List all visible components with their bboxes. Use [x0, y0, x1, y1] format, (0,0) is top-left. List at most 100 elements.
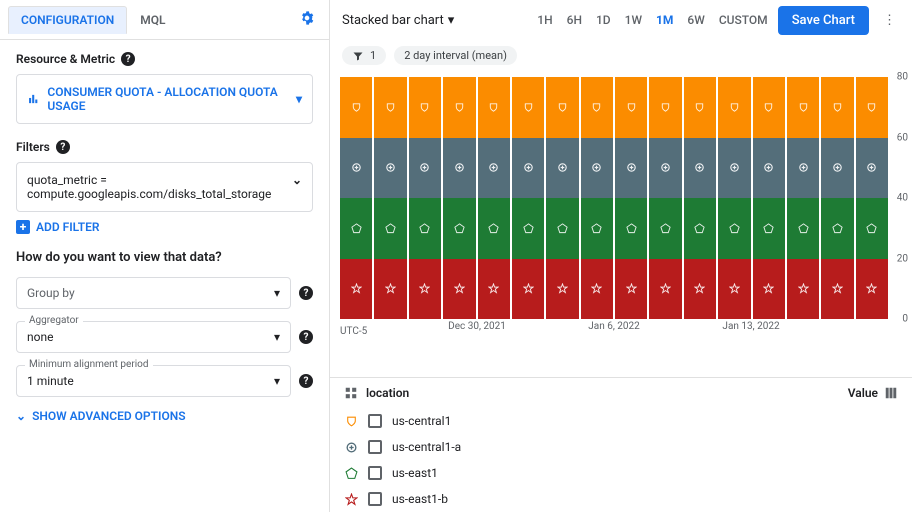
bar-segment [512, 77, 544, 138]
bar-segment [718, 259, 750, 320]
y-tick: 20 [897, 253, 908, 264]
groupby-placeholder: Group by [27, 286, 75, 300]
bar-column [374, 77, 406, 319]
legend-checkbox[interactable] [368, 414, 382, 428]
help-icon[interactable]: ? [299, 330, 313, 344]
bar-segment [718, 77, 750, 138]
period-select[interactable]: Minimum alignment period 1 minute ▾ [16, 365, 291, 397]
bar-segment [409, 259, 441, 320]
add-filter-label: ADD FILTER [36, 220, 100, 234]
legend-value-label: Value [848, 386, 878, 400]
bar-segment [374, 77, 406, 138]
aggregator-value: none [27, 330, 53, 344]
range-custom[interactable]: CUSTOM [719, 13, 768, 27]
chevron-down-icon: ⌄ [16, 409, 26, 423]
grid-icon [344, 386, 358, 400]
bar-column [478, 77, 510, 319]
bar-column [409, 77, 441, 319]
bar-segment [821, 77, 853, 138]
filter-chip[interactable]: 1 [342, 46, 386, 65]
bar-segment [340, 198, 372, 259]
chart-type-value: Stacked bar chart [342, 13, 444, 28]
time-range-picker: 1H 6H 1D 1W 1M 6W CUSTOM [537, 13, 767, 27]
help-icon[interactable]: ? [121, 52, 135, 66]
chart-type-select[interactable]: Stacked bar chart ▾ [342, 13, 454, 28]
range-6h[interactable]: 6H [567, 13, 582, 27]
help-icon[interactable]: ? [299, 374, 313, 388]
bar-segment [821, 259, 853, 320]
bar-segment [787, 259, 819, 320]
groupby-select[interactable]: Group by ▾ [16, 277, 291, 309]
filter-item[interactable]: quota_metric = compute.googleapis.com/di… [16, 162, 313, 212]
tab-configuration[interactable]: CONFIGURATION [8, 6, 127, 34]
legend-marker-icon [344, 492, 358, 506]
filter-chip-count: 1 [370, 49, 376, 62]
metric-selector[interactable]: CONSUMER QUOTA - ALLOCATION QUOTA USAGE … [16, 74, 313, 124]
bar-column [684, 77, 716, 319]
help-icon[interactable]: ? [56, 140, 70, 154]
bar-column [821, 77, 853, 319]
range-1h[interactable]: 1H [537, 13, 552, 27]
bar-segment [684, 259, 716, 320]
legend-item-label: us-central1 [392, 414, 451, 428]
bar-segment [478, 77, 510, 138]
legend-checkbox[interactable] [368, 492, 382, 506]
interval-chip[interactable]: 2 day interval (mean) [394, 46, 517, 65]
range-6w[interactable]: 6W [687, 13, 704, 27]
bar-segment [512, 138, 544, 199]
bar-segment [512, 198, 544, 259]
bar-segment [856, 198, 888, 259]
tab-mql[interactable]: MQL [127, 6, 178, 34]
bar-column [856, 77, 888, 319]
help-icon[interactable]: ? [299, 286, 313, 300]
bar-column [581, 77, 613, 319]
bar-segment [409, 77, 441, 138]
bar-segment [684, 198, 716, 259]
bar-segment [443, 259, 475, 320]
config-panel: CONFIGURATION MQL Resource & Metric ? CO… [0, 0, 330, 512]
bar-segment [478, 138, 510, 199]
bar-segment [546, 77, 578, 138]
bar-segment [821, 138, 853, 199]
view-question: How do you want to view that data? [16, 250, 313, 265]
chevron-down-icon: ▾ [448, 13, 455, 28]
advanced-label: SHOW ADVANCED OPTIONS [32, 409, 185, 423]
range-1m[interactable]: 1M [656, 13, 673, 27]
bar-segment [856, 138, 888, 199]
aggregator-select[interactable]: Aggregator none ▾ [16, 321, 291, 353]
chevron-down-icon: ▾ [296, 92, 302, 106]
bar-segment [443, 198, 475, 259]
bar-segment [340, 138, 372, 199]
filter-value: compute.googleapis.com/disks_total_stora… [27, 187, 302, 201]
bar-column [787, 77, 819, 319]
show-advanced-button[interactable]: ⌄ SHOW ADVANCED OPTIONS [16, 409, 313, 423]
bar-segment [443, 138, 475, 199]
x-label: Jan 6, 2022 [588, 321, 640, 332]
bar-column [512, 77, 544, 319]
bar-segment [615, 198, 647, 259]
bar-segment [787, 77, 819, 138]
bar-segment [581, 138, 613, 199]
bar-segment [753, 77, 785, 138]
legend-checkbox[interactable] [368, 466, 382, 480]
range-1d[interactable]: 1D [596, 13, 611, 27]
x-axis: UTC-5 Dec 30, 2021Jan 6, 2022Jan 13, 202… [340, 321, 888, 337]
bar-segment [649, 259, 681, 320]
legend-item-label: us-east1 [392, 466, 438, 480]
filters-heading: Filters ? [16, 140, 313, 154]
legend-checkbox[interactable] [368, 440, 382, 454]
bar-segment [546, 259, 578, 320]
save-chart-button[interactable]: Save Chart [778, 6, 869, 35]
bar-segment [581, 259, 613, 320]
add-filter-button[interactable]: + ADD FILTER [16, 220, 313, 234]
more-icon[interactable]: ⋮ [879, 9, 900, 32]
metric-value: CONSUMER QUOTA - ALLOCATION QUOTA USAGE [47, 85, 288, 113]
bar-segment [581, 77, 613, 138]
bar-segment [787, 198, 819, 259]
gear-icon[interactable] [293, 4, 321, 36]
range-1w[interactable]: 1W [625, 13, 642, 27]
bar-segment [374, 259, 406, 320]
chart-panel: Stacked bar chart ▾ 1H 6H 1D 1W 1M 6W CUSTOM S… [330, 0, 912, 512]
bar-segment [856, 259, 888, 320]
chevron-down-icon: ⌄ [292, 173, 302, 187]
